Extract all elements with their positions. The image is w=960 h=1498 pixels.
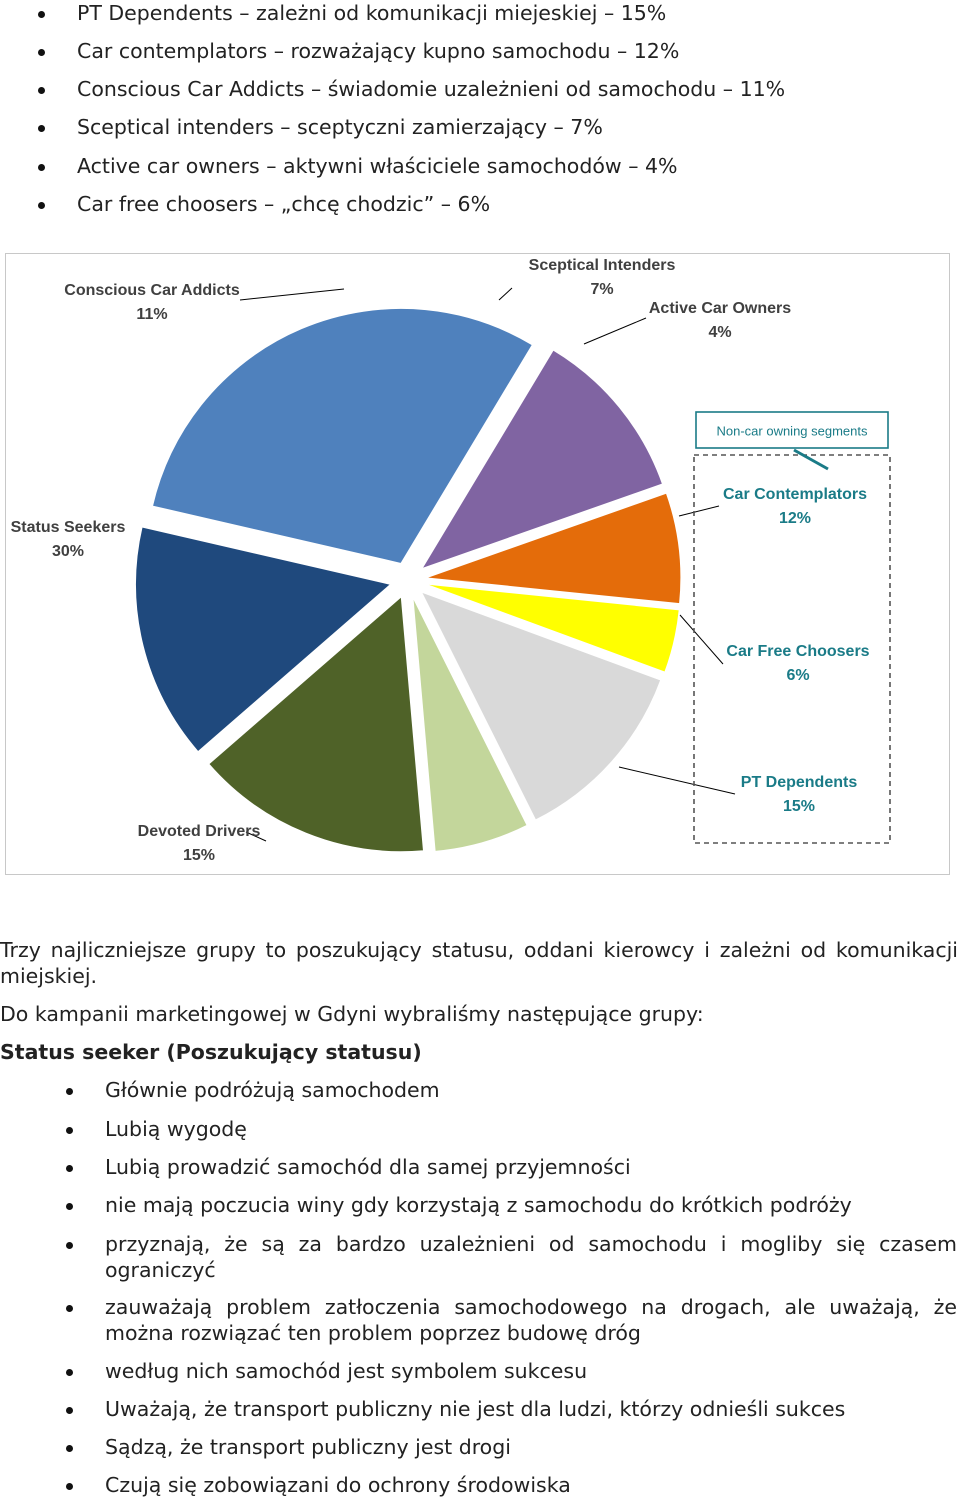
list-item: Conscious Car Addicts – świadomie uzależ…: [0, 76, 940, 114]
bullet-dot: [38, 11, 45, 18]
leader-line-sceptical-intenders: [498, 287, 513, 301]
slice-label-pt-dependents: PT Dependents: [741, 774, 858, 791]
slice-label-status-seekers: Status Seekers: [11, 519, 126, 536]
list-item-text: nie mają poczucia winy gdy korzystają z …: [105, 1193, 852, 1217]
pie-slice-pt-dependents: [208, 595, 425, 853]
pie-slice-car-free-choosers: [412, 597, 528, 852]
bullet-dot: [66, 1445, 73, 1452]
list-item: PT Dependents – zależni od komunikacji m…: [0, 0, 940, 38]
pie-slice-devoted-drivers: [135, 526, 392, 753]
section-heading: Status seeker (Poszukujący statusu): [0, 1040, 422, 1064]
leader-line-pt-dependents: [618, 766, 736, 795]
list-item-text: Conscious Car Addicts – świadomie uzależ…: [77, 77, 786, 101]
pie-chart-frame: Non-car owning segments Status Seekers 30%…: [5, 253, 950, 875]
summary-paragraph: Trzy najliczniejsze grupy to poszukujący…: [0, 938, 958, 988]
bullet-dot: [38, 87, 45, 94]
slice-label-car-free-choosers: Car Free Choosers: [726, 643, 869, 660]
list-item-text: Głównie podróżują samochodem: [105, 1078, 440, 1102]
list-item-text: według nich samochód jest symbolem sukce…: [105, 1359, 588, 1383]
slice-value-label-devoted-drivers: 15%: [183, 847, 215, 864]
leader-line-devoted-drivers: [245, 831, 267, 842]
bullet-dot: [66, 1088, 73, 1095]
group-caption-label: Non-car owning segments: [716, 423, 868, 438]
bullet-dot: [38, 202, 45, 209]
non-car-owning-group-box: [693, 454, 891, 844]
list-item: Active car owners – aktywni właściciele …: [0, 153, 940, 191]
list-item-text: Uważają, że transport publiczny nie jest…: [105, 1397, 846, 1421]
slice-label-conscious-car-addicts: Conscious Car Addicts: [64, 282, 240, 299]
list-item-text: Car contemplators – rozważający kupno sa…: [77, 39, 680, 63]
list-item: Car free choosers – „chcę chodzic” – 6%: [0, 191, 940, 229]
bullet-dot: [38, 125, 45, 132]
leader-line-car-free-choosers: [679, 614, 724, 665]
bullet-dot: [66, 1165, 73, 1172]
list-item-text: PT Dependents – zależni od komunikacji m…: [77, 1, 667, 25]
slice-value-label-status-seekers: 30%: [52, 543, 84, 560]
bullet-dot: [66, 1483, 73, 1490]
list-item-text: Car free choosers – „chcę chodzic” – 6%: [77, 192, 491, 216]
bullet-dot: [66, 1369, 73, 1376]
list-item: Car contemplators – rozważający kupno sa…: [0, 38, 940, 76]
list-item-text: Active car owners – aktywni właściciele …: [77, 154, 678, 178]
leader-line-active-car-owners: [583, 317, 647, 345]
bullet-dot: [66, 1242, 73, 1249]
bullet-dot: [66, 1127, 73, 1134]
list-item: Sceptical intenders – sceptyczni zamierz…: [0, 114, 940, 152]
slice-label-sceptical-intenders: Sceptical Intenders: [529, 257, 676, 274]
leader-line-car-contemplators: [678, 505, 720, 517]
list-item-text: Lubią prowadzić samochód dla samej przyj…: [105, 1155, 631, 1179]
bullet-dot: [66, 1407, 73, 1414]
slice-value-label-pt-dependents: 15%: [783, 798, 815, 815]
list-item-text: Lubią wygodę: [105, 1117, 247, 1141]
slice-value-label-active-car-owners: 4%: [708, 324, 731, 341]
bullet-dot: [38, 164, 45, 171]
slice-value-label-car-free-choosers: 6%: [786, 667, 809, 684]
slice-label-devoted-drivers: Devoted Drivers: [138, 823, 261, 840]
pie-slice-sceptical-intenders: [425, 492, 682, 605]
bullet-dot: [66, 1203, 73, 1210]
list-item-text: zauważają problem zatłoczenia samochodow…: [105, 1295, 957, 1345]
group-caption-pointer: [793, 448, 829, 471]
bullet-dot: [66, 1305, 73, 1312]
bullet-dot: [38, 49, 45, 56]
slice-label-active-car-owners: Active Car Owners: [649, 300, 791, 317]
slice-label-car-contemplators: Car Contemplators: [723, 486, 867, 503]
intro-paragraph: Do kampanii marketingowej w Gdyni wybral…: [0, 1002, 704, 1026]
pie-slice-car-contemplators: [420, 591, 662, 821]
list-item-text: Czują się zobowiązani do ochrony środowi…: [105, 1473, 571, 1497]
pie-slice-conscious-car-addicts: [420, 349, 664, 570]
leader-line-conscious-car-addicts: [239, 288, 345, 301]
slice-value-label-conscious-car-addicts: 11%: [136, 306, 167, 323]
list-item-text: przyznają, że są za bardzo uzależnieni o…: [105, 1232, 957, 1282]
slice-value-label-car-contemplators: 12%: [779, 510, 811, 527]
group-caption-box: [695, 411, 889, 449]
list-item-text: Sceptical intenders – sceptyczni zamierz…: [77, 115, 603, 139]
pie-slice-active-car-owners: [425, 583, 680, 673]
pie-chart: Non-car owning segments Status Seekers 30%…: [11, 257, 891, 864]
list-item-text: Sądzą, że transport publiczny jest drogi: [105, 1435, 511, 1459]
pie-slice-status-seekers: [151, 307, 533, 564]
slice-value-label-sceptical-intenders: 7%: [590, 281, 613, 298]
